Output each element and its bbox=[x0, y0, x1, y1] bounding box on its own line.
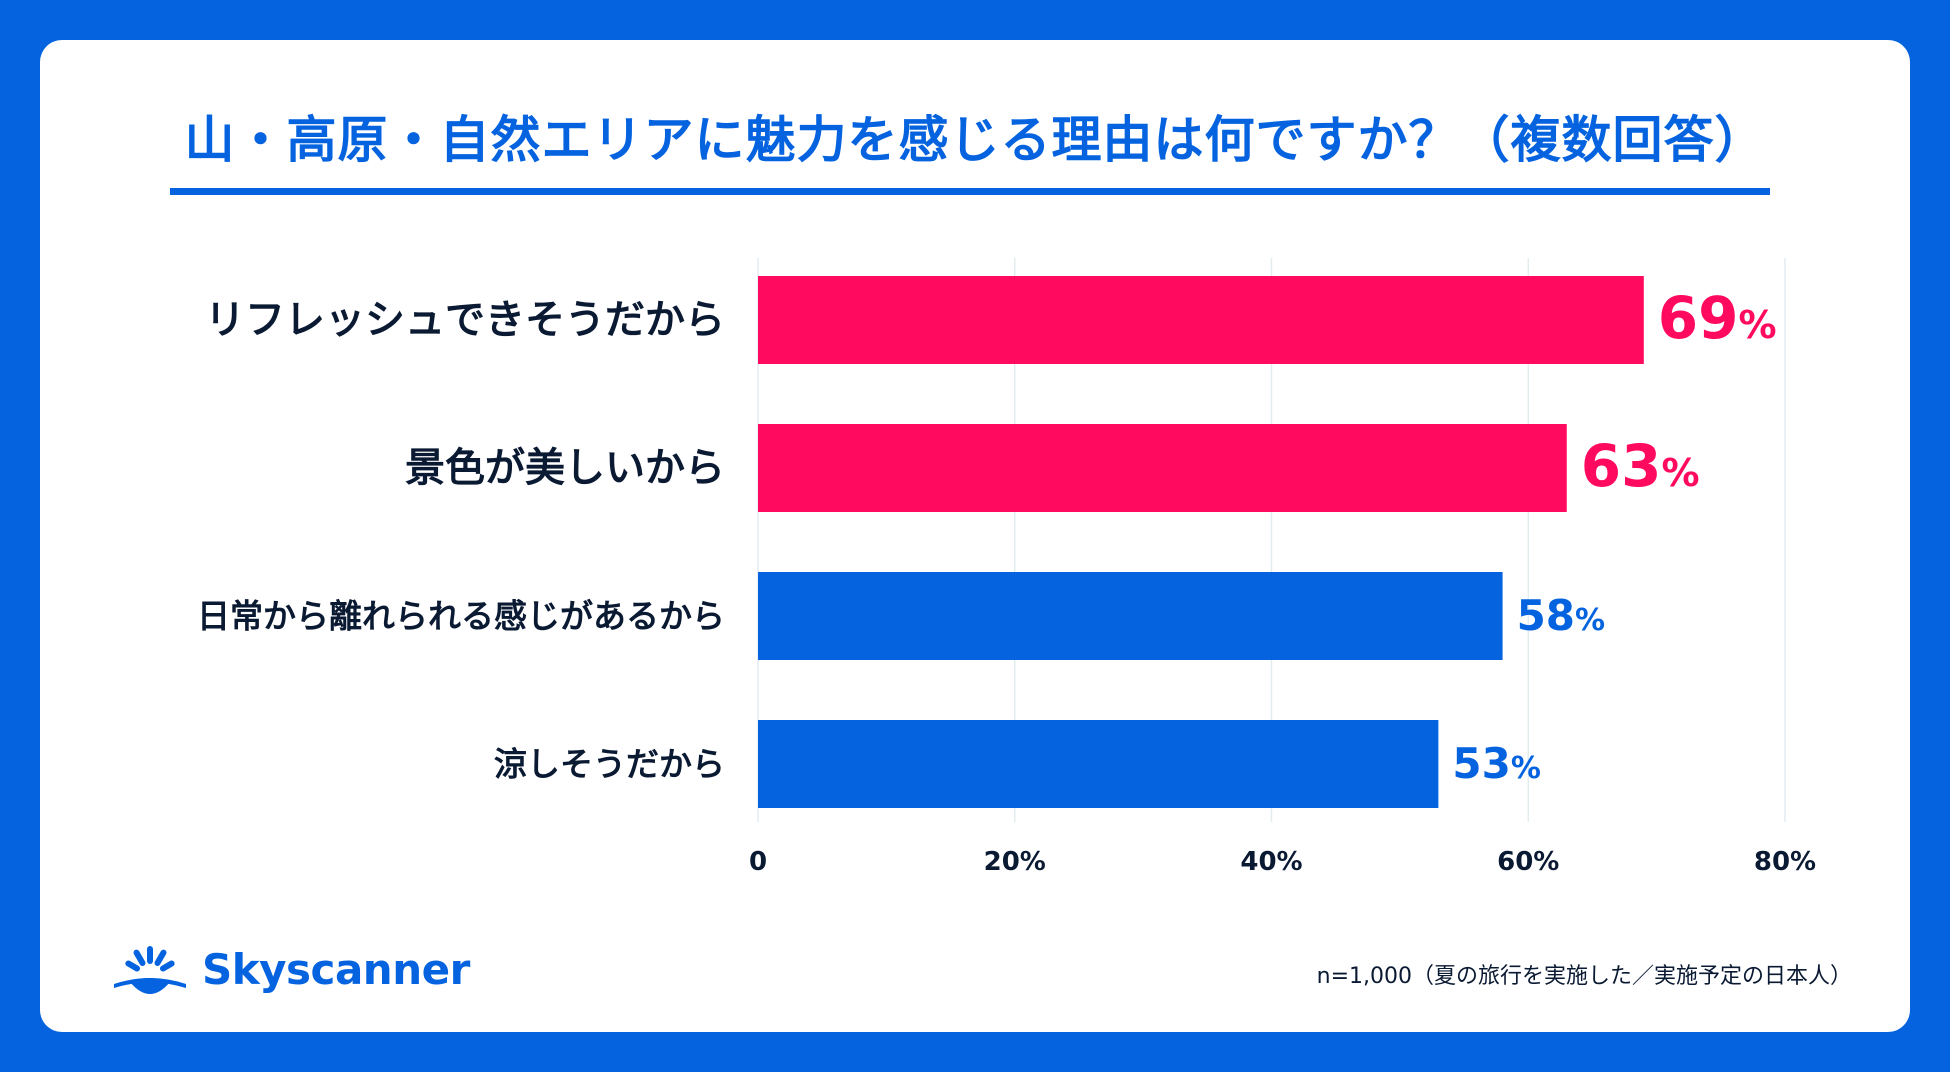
category-label-3: 涼しそうだから bbox=[494, 745, 725, 784]
value-label-3: 53% bbox=[1452, 739, 1541, 788]
x-tick-label-4: 80% bbox=[1754, 847, 1816, 877]
title-underline bbox=[170, 188, 1770, 195]
bar-3 bbox=[758, 720, 1439, 808]
skyscanner-sunrise-icon bbox=[114, 946, 186, 994]
brand-logo: Skyscanner bbox=[108, 944, 470, 994]
bar-chart: 0 20% 40% 60% 80% リフレッシュできそうだから 69% 景色が美しいから 63%… bbox=[197, 258, 1816, 877]
bar-0 bbox=[758, 276, 1644, 364]
value-label-0: 69% bbox=[1658, 284, 1777, 352]
x-tick-label-0: 0 bbox=[749, 847, 767, 877]
bar-2 bbox=[758, 572, 1503, 660]
x-tick-label-1: 20% bbox=[984, 847, 1046, 877]
chart-card: 山・高原・自然エリアに魅力を感じる理由は何ですか？（複数回答） 0 20% 40% 6… bbox=[40, 40, 1910, 1032]
x-tick-label-2: 40% bbox=[1240, 847, 1302, 877]
chart-title: 山・高原・自然エリアに魅力を感じる理由は何ですか？（複数回答） bbox=[184, 111, 1766, 169]
category-label-0: リフレッシュできそうだから bbox=[205, 297, 725, 343]
value-label-2: 58% bbox=[1517, 591, 1606, 640]
value-label-1: 63% bbox=[1581, 432, 1700, 500]
brand-name: Skyscanner bbox=[202, 944, 470, 994]
sample-note: n=1,000（夏の旅行を実施した／実施予定の日本人） bbox=[1316, 964, 1852, 989]
category-label-1: 景色が美しいから bbox=[405, 445, 725, 491]
x-tick-label-3: 60% bbox=[1497, 847, 1559, 877]
bar-1 bbox=[758, 424, 1567, 512]
category-label-2: 日常から離れられる感じがあるから bbox=[197, 597, 725, 636]
